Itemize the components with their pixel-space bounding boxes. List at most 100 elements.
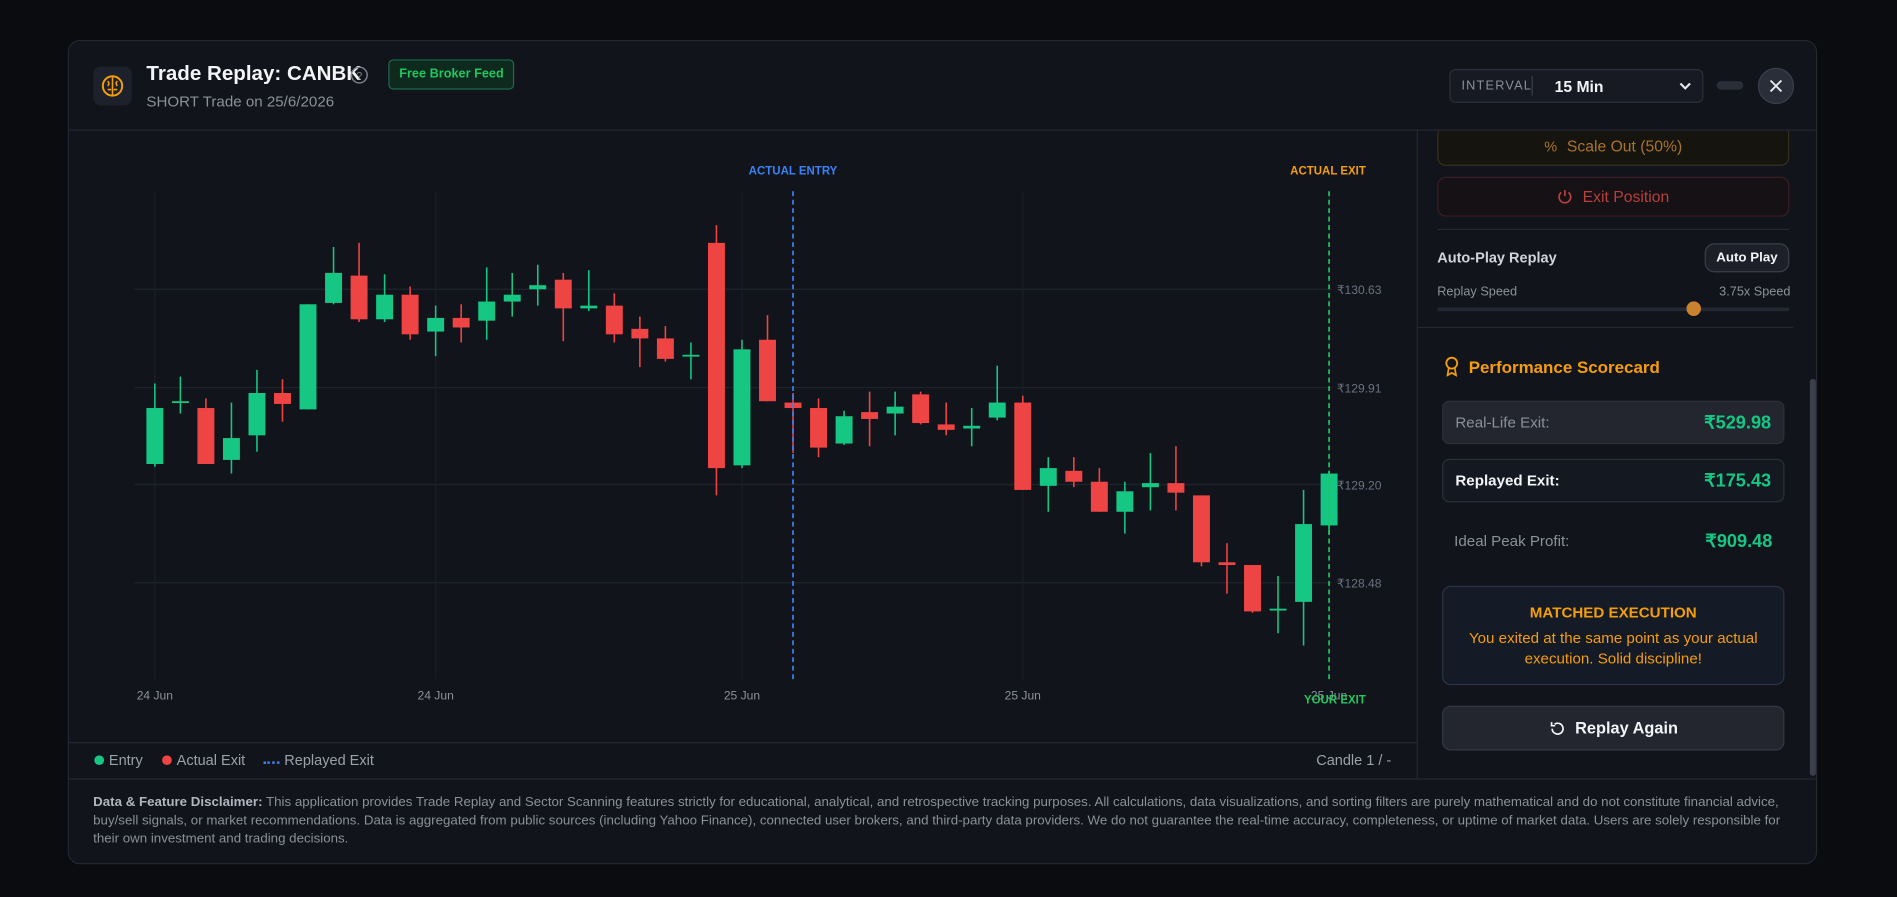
x-tick-label: 24 Jun [137,689,173,703]
verdict-text: You exited at the same point as your act… [1468,629,1758,667]
autoplay-button[interactable]: Auto Play [1704,243,1790,273]
slider-thumb[interactable] [1686,301,1701,316]
verdict-box: MATCHED EXECUTION You exited at the same… [1442,585,1785,686]
scrollbar[interactable] [1809,378,1816,776]
candle-body [682,354,700,357]
button-label: Exit Position [1582,187,1670,206]
toggle[interactable] [1716,81,1744,90]
autoplay-title: Auto-Play Replay [1437,249,1557,267]
legend-label: Actual Exit [176,751,246,769]
legend-swatch [162,755,172,766]
modal: Trade Replay: CANBK ? Free Broker Feed S… [67,39,1818,865]
candle-body [759,339,776,402]
candle-body [1039,468,1057,486]
candle-body [937,424,955,430]
candle-body [350,275,368,320]
candle-body [146,408,164,464]
app-icon [93,66,132,106]
icon: % [1544,137,1558,155]
candle-body [861,412,879,419]
candle-body [1167,483,1185,493]
score-label: Ideal Peak Profit: [1454,532,1570,550]
exit-position-button[interactable]: Exit Position [1437,176,1790,217]
speed-value: 3.75x Speed [1719,284,1791,299]
replay-icon [1550,721,1564,735]
candle-body [988,402,1006,418]
candle-body [274,393,291,404]
candle-body [299,304,317,410]
candle-body [963,425,981,429]
score-row: Replayed Exit: ₹175.43 [1442,458,1785,503]
disclaimer-text: This application provides Trade Replay a… [93,795,1781,847]
y-tick-label: ₹129.91 [1337,381,1382,395]
scorecard-title: Performance Scorecard [1468,357,1660,377]
side-panel: % Scale Out (50%) Exit Position Auto-Play… [1416,130,1816,779]
x-tick-label: 24 Jun [417,689,453,703]
brain-icon [101,75,124,97]
score-row: Ideal Peak Profit: ₹909.48 [1442,519,1784,563]
scale-out-button[interactable]: % Scale Out (50%) [1437,130,1790,166]
close-button[interactable] [1757,67,1795,105]
button-label: Scale Out (50%) [1566,136,1683,155]
disclaimer: Data & Feature Disclaimer: This applicat… [68,778,1816,863]
x-tick-label: 25 Jun [1311,689,1347,703]
candle-body [222,438,240,460]
legend-label: Entry [108,751,143,769]
candle-body [886,406,904,414]
replay-button[interactable]: Replay Again [1442,705,1785,751]
candle-body [835,416,853,444]
legend-label: Replayed Exit [284,751,374,769]
candle-body [1295,524,1313,602]
candle-body [656,338,674,359]
power-icon [1558,190,1572,204]
interval-label: INTERVAL [1461,78,1533,94]
candle-body [1014,402,1032,490]
candle-body [605,305,623,335]
chevron [1679,82,1691,90]
candle-body [1244,565,1261,612]
candle-body [1141,483,1159,488]
modal-subtitle: SHORT Trade on 25/6/2026 [146,93,335,111]
y-tick-label: ₹130.63 [1337,283,1382,297]
header: Trade Replay: CANBK ? Free Broker Feed S… [68,41,1816,131]
feed-badge: Free Broker Feed [388,59,515,90]
marker-label: ACTUAL EXIT [1290,165,1366,177]
divider [1417,326,1793,329]
legend-swatch [263,761,280,764]
disclaimer-label: Data & Feature Disclaimer: [93,795,263,810]
verdict-title: MATCHED EXECUTION [1529,604,1697,621]
candle-body [1192,495,1210,563]
score-value: ₹909.48 [1705,531,1773,552]
candle-body [248,393,266,436]
interval-value: 15 Min [1554,77,1604,96]
candle-body [1269,608,1287,611]
candle-body [1090,481,1108,512]
score-label: Real-Life Exit: [1455,413,1550,431]
x-tick-label: 25 Jun [724,689,760,703]
candle-body [427,317,445,332]
help-icon[interactable]: ? [350,65,369,84]
speed-slider[interactable] [1437,307,1790,312]
candle-body [478,301,496,321]
candle-body [707,242,725,469]
score-label: Replayed Exit: [1455,472,1560,490]
interval-select[interactable]: INTERVAL 15 Min [1449,68,1704,103]
marker-label: YOUR EXIT [1304,694,1366,706]
score-value: ₹529.98 [1704,412,1772,434]
score-value: ₹175.43 [1704,470,1772,492]
candle-body [1065,470,1083,482]
divider [1531,76,1533,96]
candlestick-chart: ₹130.63 ₹129.91 ₹129.20 ₹128.48 24 Jun 24 Jun… [134,165,1382,706]
candle-body [197,408,215,464]
candle-body [554,279,572,309]
award-icon [1445,356,1459,377]
button-label: Replay Again [1575,719,1679,738]
legend-swatch [94,755,105,766]
candle-body [733,349,751,466]
candle-body [529,285,547,290]
svg-text:?: ? [356,70,362,82]
modal-title: Trade Replay: CANBK [146,61,362,85]
